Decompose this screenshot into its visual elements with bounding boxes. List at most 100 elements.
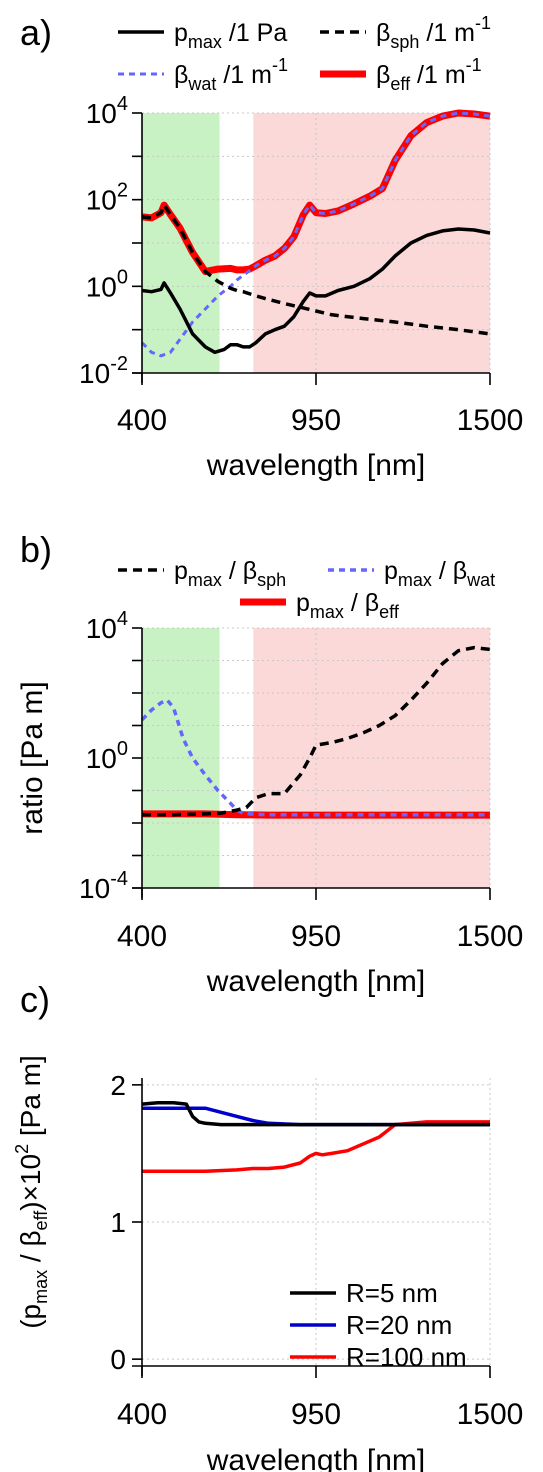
x-tick-label: 950 — [291, 920, 341, 953]
series-line-bsph_a — [141, 203, 491, 336]
legend-label: βeff /1 m-1 — [376, 55, 482, 94]
text-part: eff — [31, 1210, 51, 1231]
text-part: 4 — [117, 93, 128, 115]
legend-label: pmax / βwat — [384, 557, 495, 590]
legend-entry: R=20 nm — [290, 1310, 452, 1340]
text-part: p — [174, 19, 188, 47]
legend-entry: pmax / βwat — [328, 557, 495, 590]
x-tick-label: 400 — [117, 920, 167, 953]
text-part: R=100 nm — [346, 1342, 467, 1372]
legend-entry: pmax /1 Pa — [118, 19, 287, 52]
series-line-pwat_b — [140, 698, 490, 817]
legend-label: pmax / βsph — [174, 557, 286, 590]
panel-label: a) — [20, 12, 52, 53]
y-tick-label: 100 — [86, 266, 128, 302]
legend-entry: R=5 nm — [290, 1278, 438, 1308]
text-part: wat — [466, 570, 495, 590]
text-part: /1 Pa — [222, 19, 287, 47]
x-tick-label: 950 — [291, 404, 341, 437]
text-part: -1 — [272, 55, 288, 75]
legend-label: pmax /1 Pa — [174, 19, 287, 52]
text-part: p — [296, 589, 310, 617]
y-tick-label: 102 — [86, 180, 128, 216]
x-tick-label: 1500 — [457, 404, 524, 437]
text-part: /1 m — [410, 61, 466, 89]
legend-entry: R=100 nm — [290, 1342, 467, 1372]
text-part: (p — [15, 1304, 46, 1329]
text-part: /1 m — [216, 61, 272, 89]
text-part: β — [453, 557, 467, 585]
legend-entry: βsph /1 m-1 — [320, 13, 491, 52]
x-tick-label: 1500 — [457, 1398, 524, 1431]
text-part: β — [174, 61, 188, 89]
y-tick-label: 100 — [86, 738, 128, 774]
chart-panel-c: c) 400 950 1500 0 1 2 wavelength [nm] (pmax / βe… — [12, 979, 523, 1472]
text-part: β — [243, 557, 257, 585]
text-part: / — [432, 557, 453, 585]
legend-entry: βwat /1 m-1 — [118, 55, 288, 94]
text-part: 10 — [86, 743, 117, 774]
text-part: β — [376, 19, 390, 47]
x-axis-title: wavelength [nm] — [206, 449, 425, 482]
y-axis-title: (pmax / βeff)×102 [Pa m] — [12, 1055, 51, 1329]
text-part: 10 — [86, 98, 117, 129]
text-part: max — [188, 570, 222, 590]
legend-label: R=20 nm — [346, 1310, 452, 1340]
spectral-band — [142, 628, 220, 888]
text-part: / — [344, 589, 365, 617]
text-part: R=5 nm — [346, 1278, 438, 1308]
text-part: p — [384, 557, 398, 585]
text-part: 10 — [86, 271, 117, 302]
y-tick-label: 10-2 — [79, 353, 128, 389]
legend-entry: pmax / βeff — [240, 589, 400, 622]
text-part: 0 — [117, 738, 128, 760]
panel-label: c) — [20, 979, 50, 1020]
text-part: /1 m — [419, 19, 475, 47]
text-part: eff — [390, 74, 411, 94]
text-part: eff — [379, 602, 400, 622]
text-part: max — [398, 570, 432, 590]
panel-label: b) — [20, 529, 52, 570]
y-axis-title: ratio [Pa m] — [16, 681, 49, 834]
legend-entry: βeff /1 m-1 — [320, 55, 482, 94]
text-part: 10 — [86, 613, 117, 644]
text-part: -1 — [475, 13, 491, 33]
text-part: / — [222, 557, 243, 585]
y-tick-label: 0 — [110, 1344, 126, 1375]
text-part: 4 — [117, 608, 128, 630]
text-part: wat — [187, 74, 216, 94]
series-line-bwat_a — [140, 111, 491, 358]
text-part: [Pa m] — [15, 1055, 46, 1144]
y-tick-label: 1 — [110, 1207, 126, 1238]
y-tick-label: 104 — [86, 608, 128, 644]
text-part: -1 — [466, 55, 482, 75]
text-part: 2 — [117, 180, 128, 202]
text-part: sph — [390, 32, 419, 52]
x-tick-label: 400 — [117, 404, 167, 437]
legend-label: pmax / βeff — [296, 589, 400, 622]
x-tick-label: 400 — [117, 1398, 167, 1431]
text-part: -2 — [110, 353, 128, 375]
text-part: β — [365, 589, 379, 617]
text-part: -4 — [110, 868, 128, 890]
legend-label: R=100 nm — [346, 1342, 467, 1372]
text-part: β — [376, 61, 390, 89]
text-part: p — [174, 557, 188, 585]
legend-entry: pmax / βsph — [118, 557, 286, 590]
text-part: R=20 nm — [346, 1310, 452, 1340]
text-part: )×10 — [15, 1154, 46, 1211]
y-tick-label: 10-4 — [79, 868, 128, 904]
text-part: / β — [15, 1230, 46, 1269]
series-line-pmax_a — [141, 227, 491, 355]
text-part: max — [188, 32, 222, 52]
text-part: max — [310, 602, 344, 622]
x-tick-label: 1500 — [457, 920, 524, 953]
series-line-r5 — [141, 1100, 490, 1127]
text-part: 10 — [79, 873, 110, 904]
text-part: 2 — [12, 1144, 32, 1154]
x-axis-title: wavelength [nm] — [206, 1444, 425, 1472]
x-tick-label: 950 — [291, 1398, 341, 1431]
